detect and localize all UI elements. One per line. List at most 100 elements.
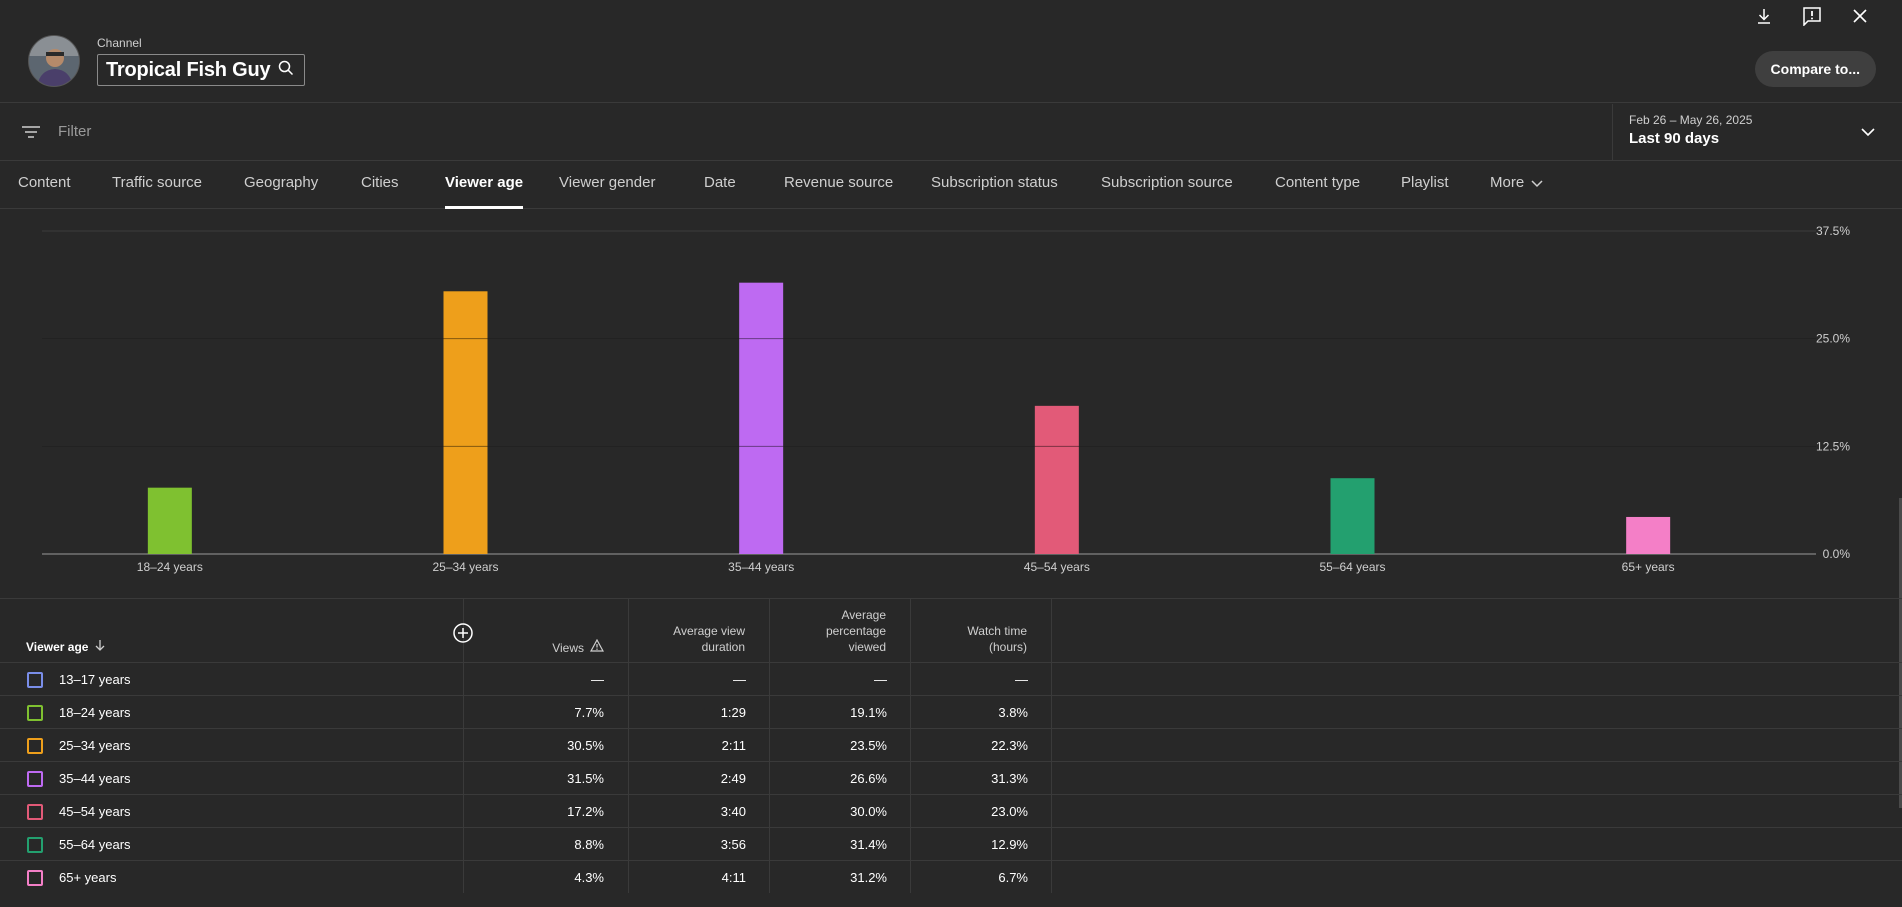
cell-avg-view-duration: — (733, 672, 746, 687)
tab-revenue-source[interactable]: Revenue source (784, 174, 894, 191)
row-checkbox[interactable] (27, 771, 43, 787)
cell-avg-view-duration: 3:40 (720, 804, 746, 819)
y-tick-label: 37.5% (1816, 224, 1850, 238)
cell-avg-view-duration: 3:56 (720, 837, 746, 852)
dimension-tabs: Content Traffic source Geography Cities … (0, 162, 1902, 209)
header: Channel Tropical Fish Guy Compare to... (0, 0, 1902, 103)
y-tick-label: 12.5% (1816, 439, 1850, 453)
channel-selector[interactable]: Tropical Fish Guy (97, 54, 306, 86)
bar-1 (443, 291, 488, 554)
filter-input[interactable]: Filter (58, 123, 92, 140)
cell-views: 4.3% (574, 870, 604, 885)
x-tick-label: 18–24 years (137, 560, 203, 574)
column-header-line: (hours) (988, 640, 1027, 654)
tab-cities[interactable]: Cities (361, 174, 399, 191)
cell-watch-time: 12.9% (991, 837, 1028, 852)
tab-content[interactable]: Content (18, 174, 71, 191)
date-preset-text: Last 90 days (1629, 130, 1720, 147)
bar-5 (1626, 516, 1671, 554)
table-row[interactable]: 65+ years 4.3% 4:11 31.2% 6.7% (0, 860, 1902, 893)
tab-subscription-source[interactable]: Subscription source (1101, 174, 1233, 191)
compare-button[interactable]: Compare to... (1754, 51, 1876, 87)
bar-2 (739, 282, 784, 554)
row-label: 65+ years (59, 870, 117, 885)
warning-icon (589, 638, 605, 656)
row-label: 55–64 years (59, 837, 131, 852)
cell-watch-time: 22.3% (991, 738, 1028, 753)
column-divider (769, 599, 770, 893)
cell-views: 7.7% (574, 705, 604, 720)
column-header-watch-time[interactable]: Watch time (hours) (910, 623, 1027, 655)
cell-avg-percentage-viewed: 19.1% (850, 705, 887, 720)
column-divider (910, 599, 911, 893)
cell-watch-time: 23.0% (991, 804, 1028, 819)
row-checkbox[interactable] (27, 672, 43, 688)
cell-avg-percentage-viewed: — (874, 672, 887, 687)
cell-avg-percentage-viewed: 30.0% (850, 804, 887, 819)
data-table: Viewer age Views Average view duration A… (0, 598, 1902, 907)
cell-avg-percentage-viewed: 31.2% (850, 870, 887, 885)
column-header-line: percentage (825, 624, 886, 638)
scrollbar[interactable] (1899, 498, 1902, 808)
row-checkbox[interactable] (27, 738, 43, 754)
x-tick-label: 65+ years (1622, 560, 1675, 574)
x-tick-label: 35–44 years (728, 560, 794, 574)
table-row[interactable]: 45–54 years 17.2% 3:40 30.0% 23.0% (0, 794, 1902, 827)
bar-3 (1034, 405, 1079, 554)
channel-label: Channel (97, 36, 142, 50)
table-row[interactable]: 18–24 years 7.7% 1:29 19.1% 3.8% (0, 695, 1902, 728)
x-tick-label: 55–64 years (1319, 560, 1385, 574)
row-checkbox[interactable] (27, 837, 43, 853)
column-divider (628, 599, 629, 893)
channel-avatar[interactable] (28, 35, 80, 87)
cell-views: 30.5% (567, 738, 604, 753)
download-icon[interactable] (1752, 4, 1776, 28)
add-column-icon[interactable] (452, 622, 474, 649)
feedback-icon[interactable] (1800, 4, 1824, 28)
x-tick-label: 45–54 years (1024, 560, 1090, 574)
cell-views: 17.2% (567, 804, 604, 819)
cell-watch-time: 31.3% (991, 771, 1028, 786)
y-tick-label: 0.0% (1823, 547, 1851, 561)
column-header-avg-percentage-viewed[interactable]: Average percentage viewed (769, 607, 886, 655)
column-divider (463, 599, 464, 893)
filter-icon[interactable] (20, 123, 42, 146)
close-icon[interactable] (1848, 4, 1872, 28)
column-header-label: Views (552, 640, 584, 655)
cell-avg-view-duration: 2:11 (721, 738, 746, 753)
cell-avg-view-duration: 1:29 (720, 705, 746, 720)
tab-more-label: More (1490, 174, 1525, 191)
table-row[interactable]: 55–64 years 8.8% 3:56 31.4% 12.9% (0, 827, 1902, 860)
y-tick-label: 25.0% (1816, 332, 1850, 346)
column-header-avg-view-duration[interactable]: Average view duration (628, 623, 745, 655)
tab-content-type[interactable]: Content type (1275, 174, 1361, 191)
row-label: 35–44 years (59, 771, 131, 786)
tab-playlist[interactable]: Playlist (1401, 174, 1449, 191)
row-checkbox[interactable] (27, 804, 43, 820)
cell-avg-percentage-viewed: 31.4% (850, 837, 887, 852)
column-header-label: Viewer age (26, 639, 89, 654)
table-row[interactable]: 13–17 years — — — — (0, 662, 1902, 695)
tab-viewer-gender[interactable]: Viewer gender (559, 174, 656, 191)
table-row[interactable]: 25–34 years 30.5% 2:11 23.5% 22.3% (0, 728, 1902, 761)
row-label: 45–54 years (59, 804, 131, 819)
tab-date[interactable]: Date (704, 174, 736, 191)
column-header-line: Average (841, 608, 886, 622)
cell-watch-time: 3.8% (998, 705, 1028, 720)
tab-more[interactable]: More (1490, 174, 1544, 209)
cell-avg-view-duration: 2:49 (720, 771, 746, 786)
table-row[interactable]: 35–44 years 31.5% 2:49 26.6% 31.3% (0, 761, 1902, 794)
tab-traffic-source[interactable]: Traffic source (112, 174, 203, 191)
cell-avg-percentage-viewed: 26.6% (850, 771, 887, 786)
cell-views: 8.8% (574, 837, 604, 852)
row-checkbox[interactable] (27, 870, 43, 886)
row-checkbox[interactable] (27, 705, 43, 721)
date-range-selector[interactable]: Feb 26 – May 26, 2025 Last 90 days (1612, 104, 1902, 161)
top-actions (1752, 4, 1872, 28)
tab-subscription-status[interactable]: Subscription status (931, 174, 1058, 191)
column-header-views[interactable]: Views (500, 638, 605, 656)
column-header-viewer-age[interactable]: Viewer age (26, 639, 106, 654)
tab-viewer-age[interactable]: Viewer age (445, 174, 524, 209)
tab-geography[interactable]: Geography (244, 174, 319, 191)
search-icon (278, 60, 294, 81)
